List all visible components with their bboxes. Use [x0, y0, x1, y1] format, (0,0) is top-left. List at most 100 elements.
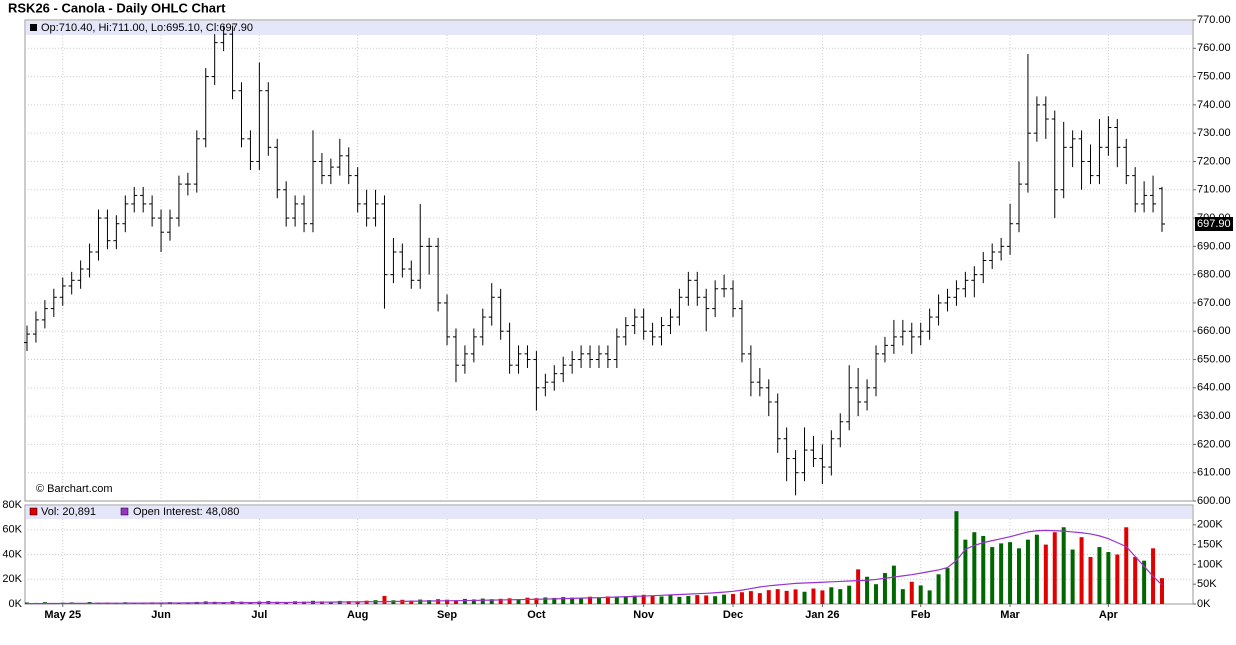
volume-bar: [1097, 547, 1102, 604]
volume-bar: [1061, 527, 1066, 604]
volume-bar: [427, 600, 432, 604]
volume-bar: [516, 599, 521, 604]
volume-bar: [1079, 537, 1084, 604]
chart-title: RSK26 - Canola - Daily OHLC Chart: [8, 0, 226, 15]
volume-bar: [1070, 549, 1075, 604]
volume-bar: [588, 596, 593, 604]
last-value-label: 697.90: [1197, 218, 1231, 230]
y-tick-label: 690.00: [1197, 240, 1231, 252]
volume-bar: [445, 599, 450, 604]
volume-bar: [820, 590, 825, 604]
volume-bar: [605, 596, 610, 604]
volume-bar: [882, 573, 887, 604]
oi-tick-label: 50K: [1197, 578, 1217, 590]
volume-bar: [1088, 556, 1093, 604]
volume-bar: [328, 601, 333, 604]
x-tick-label: Apr: [1099, 609, 1119, 621]
volume-bar: [614, 596, 619, 604]
oi-legend-swatch: [120, 507, 129, 516]
volume-bar: [838, 589, 843, 604]
x-tick-label: Oct: [527, 609, 546, 621]
volume-bar: [927, 590, 932, 604]
volume-bar: [1160, 578, 1164, 604]
volume-bar: [954, 511, 959, 604]
y-tick-label: 740.00: [1197, 99, 1231, 111]
volume-bar: [865, 576, 870, 604]
volume-legend-swatch: [29, 507, 38, 516]
volume-bar: [775, 589, 780, 604]
volume-bar: [489, 599, 494, 604]
vol-tick-label: 0K: [9, 598, 23, 610]
volume-bar: [704, 595, 709, 604]
last-value-box: [1195, 217, 1233, 232]
volume-bar: [453, 600, 458, 604]
volume-bar: [596, 597, 601, 604]
price-panel: [24, 19, 1194, 502]
volume-bar: [731, 593, 736, 604]
y-tick-label: 730.00: [1197, 127, 1231, 139]
volume-bar: [766, 590, 771, 604]
volume-bar: [346, 601, 351, 604]
x-tick-label: Jun: [151, 609, 171, 621]
volume-bar: [623, 596, 628, 604]
volume-bar: [1017, 548, 1022, 604]
open-interest-line: [26, 529, 1163, 605]
x-tick-label: Jan 26: [805, 609, 839, 621]
volume-bar: [722, 594, 727, 604]
volume-bar: [686, 595, 691, 604]
volume-bar: [999, 543, 1004, 604]
volume-bar: [561, 597, 566, 604]
volume-bar: [739, 592, 744, 604]
volume-bar: [793, 589, 798, 604]
y-tick-label: 630.00: [1197, 410, 1231, 422]
y-tick-label: 710.00: [1197, 184, 1231, 196]
y-tick-label: 750.00: [1197, 70, 1231, 82]
oi-tick-label: 100K: [1197, 558, 1223, 570]
volume-bar: [1106, 552, 1111, 604]
volume-bar: [829, 587, 834, 604]
volume-bar: [909, 581, 914, 604]
volume-bar: [874, 584, 879, 604]
oi-tick-label: 150K: [1197, 539, 1223, 551]
volume-bar: [918, 585, 923, 604]
vol-tick-label: 60K: [2, 524, 22, 536]
volume-bar: [748, 591, 753, 604]
x-tick-label: Aug: [347, 609, 368, 621]
y-tick-label: 640.00: [1197, 382, 1231, 394]
volume-bar: [963, 539, 968, 604]
volume-bar: [1052, 532, 1057, 604]
volume-bar: [632, 595, 637, 604]
volume-bar: [391, 600, 396, 604]
volume-bar: [1124, 527, 1129, 604]
y-tick-label: 670.00: [1197, 297, 1231, 309]
volume-bar: [990, 547, 995, 604]
y-tick-label: 620.00: [1197, 438, 1231, 450]
volume-bar: [677, 596, 682, 604]
volume-bar: [695, 595, 700, 604]
y-tick-label: 720.00: [1197, 155, 1231, 167]
volume-bar: [972, 532, 977, 604]
x-tick-label: Mar: [1000, 609, 1020, 621]
volume-bar: [525, 597, 530, 604]
volume-bar: [936, 574, 941, 604]
price-header: [26, 21, 1192, 35]
y-tick-label: 760.00: [1197, 42, 1231, 54]
volume-bar: [498, 598, 503, 604]
volume-bar: [471, 599, 476, 604]
volume-bar: [945, 568, 950, 604]
volume-legend: Vol: 20,891: [41, 506, 96, 518]
volume-bar: [1008, 542, 1013, 604]
volume-bar: [507, 598, 512, 604]
price-legend-swatch: [30, 24, 37, 31]
y-tick-label: 650.00: [1197, 353, 1231, 365]
x-tick-label: Jul: [251, 609, 267, 621]
volume-bar: [981, 535, 986, 604]
volume-bar: [418, 599, 423, 604]
oi-legend: Open Interest: 48,080: [133, 506, 239, 518]
volume-bar: [1034, 534, 1039, 604]
oi-tick-label: 0K: [1197, 598, 1211, 610]
x-tick-label: Nov: [633, 609, 655, 621]
volume-bar: [1142, 560, 1147, 604]
volume-bar: [382, 595, 387, 604]
volume-bar: [811, 588, 816, 604]
